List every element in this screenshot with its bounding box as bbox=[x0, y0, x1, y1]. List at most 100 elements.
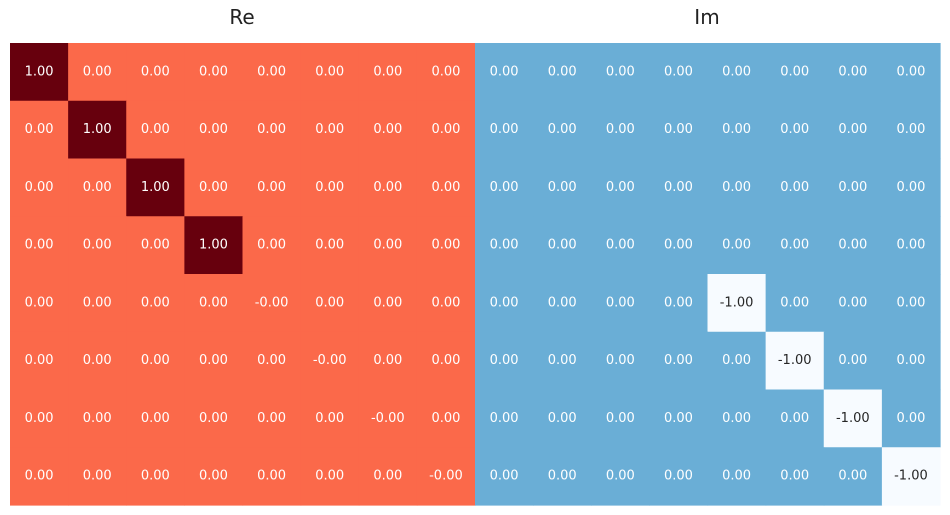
im-cell-label-r5-c0: 0.00 bbox=[490, 353, 519, 368]
re-cell-r7-c4 bbox=[242, 447, 302, 506]
im-cell-label-r4-c0: 0.00 bbox=[490, 295, 519, 310]
im-cell-r0-c3 bbox=[649, 43, 709, 102]
re-cell-r6-c5 bbox=[300, 389, 360, 448]
re-cell-label-r1-c1: 1.00 bbox=[83, 122, 112, 137]
im-cell-r3-c5 bbox=[765, 216, 825, 275]
im-cell-r1-c7 bbox=[881, 100, 941, 160]
re-cell-label-r6-c7: 0.00 bbox=[431, 411, 460, 426]
im-cell-label-r2-c6: 0.00 bbox=[838, 180, 867, 195]
re-cell-label-r4-c5: 0.00 bbox=[315, 295, 344, 310]
im-cell-r0-c5 bbox=[765, 43, 825, 102]
im-cell-r6-c2 bbox=[591, 389, 650, 448]
re-cell-label-r3-c6: 0.00 bbox=[373, 238, 402, 253]
re-cell-r7-c1 bbox=[68, 447, 127, 506]
re-cell-r0-c2 bbox=[126, 43, 185, 102]
re-cell-r7-c6 bbox=[358, 447, 418, 506]
im-cell-r7-c4 bbox=[707, 447, 767, 506]
re-cell-label-r6-c2: 0.00 bbox=[141, 411, 170, 426]
re-cell-r2-c5 bbox=[300, 158, 360, 217]
im-cell-label-r3-c7: 0.00 bbox=[896, 238, 925, 253]
re-cell-label-r2-c1: 0.00 bbox=[83, 180, 112, 195]
re-cell-label-r0-c3: 0.00 bbox=[199, 64, 228, 79]
im-cell-r7-c2 bbox=[591, 447, 650, 506]
im-cell-label-r0-c7: 0.00 bbox=[896, 64, 925, 79]
im-cell-label-r2-c4: 0.00 bbox=[722, 180, 751, 195]
im-cell-r5-c2 bbox=[591, 331, 650, 391]
im-cell-r2-c1 bbox=[533, 158, 592, 217]
re-cell-label-r1-c6: 0.00 bbox=[373, 122, 402, 137]
im-cell-label-r1-c7: 0.00 bbox=[896, 122, 925, 137]
re-cell-label-r5-c1: 0.00 bbox=[83, 353, 112, 368]
im-cell-r6-c1 bbox=[533, 389, 592, 448]
im-cell-label-r6-c5: 0.00 bbox=[780, 411, 809, 426]
re-cell-r1-c3 bbox=[184, 100, 244, 160]
re-cell-label-r7-c5: 0.00 bbox=[315, 469, 344, 484]
im-cell-r0-c2 bbox=[591, 43, 650, 102]
im-cell-r3-c6 bbox=[823, 216, 883, 275]
im-cell-label-r1-c6: 0.00 bbox=[838, 122, 867, 137]
im-cell-label-r2-c5: 0.00 bbox=[780, 180, 809, 195]
re-cell-r4-c5 bbox=[300, 274, 360, 333]
re-cell-label-r7-c2: 0.00 bbox=[141, 469, 170, 484]
re-cell-r2-c0 bbox=[10, 158, 69, 217]
im-cell-label-r0-c4: 0.00 bbox=[722, 64, 751, 79]
re-cell-label-r7-c1: 0.00 bbox=[83, 469, 112, 484]
re-cell-label-r7-c3: 0.00 bbox=[199, 469, 228, 484]
re-cell-label-r1-c5: 0.00 bbox=[315, 122, 344, 137]
im-cell-r6-c5 bbox=[765, 389, 825, 448]
im-cell-label-r7-c4: 0.00 bbox=[722, 469, 751, 484]
im-cell-label-r7-c6: 0.00 bbox=[838, 469, 867, 484]
re-cell-label-r0-c5: 0.00 bbox=[315, 64, 344, 79]
im-cell-label-r6-c4: 0.00 bbox=[722, 411, 751, 426]
im-cell-label-r0-c3: 0.00 bbox=[664, 64, 693, 79]
im-cell-r1-c2 bbox=[591, 100, 650, 160]
im-cell-r6-c3 bbox=[649, 389, 709, 448]
im-cell-r3-c7 bbox=[881, 216, 941, 275]
im-cell-r3-c3 bbox=[649, 216, 709, 275]
re-cell-r5-c7 bbox=[416, 331, 476, 391]
im-cell-r2-c6 bbox=[823, 158, 883, 217]
im-cell-label-r1-c1: 0.00 bbox=[548, 122, 577, 137]
im-cell-label-r3-c0: 0.00 bbox=[490, 238, 519, 253]
re-cell-label-r6-c3: 0.00 bbox=[199, 411, 228, 426]
re-cell-label-r4-c7: 0.00 bbox=[431, 295, 460, 310]
re-cell-r4-c7 bbox=[416, 274, 476, 333]
re-cell-r0-c4 bbox=[242, 43, 302, 102]
im-cell-label-r0-c1: 0.00 bbox=[548, 64, 577, 79]
re-cell-r6-c7 bbox=[416, 389, 476, 448]
im-cell-r4-c3 bbox=[649, 274, 709, 333]
re-cell-label-r5-c6: 0.00 bbox=[373, 353, 402, 368]
re-cell-label-r2-c0: 0.00 bbox=[25, 180, 54, 195]
re-cell-r4-c2 bbox=[126, 274, 185, 333]
re-cell-label-r3-c1: 0.00 bbox=[83, 238, 112, 253]
re-cell-label-r5-c3: 0.00 bbox=[199, 353, 228, 368]
im-cell-label-r0-c0: 0.00 bbox=[490, 64, 519, 79]
im-cell-label-r2-c2: 0.00 bbox=[606, 180, 635, 195]
im-cell-r6-c0 bbox=[475, 389, 534, 448]
re-cell-r1-c7 bbox=[416, 100, 476, 160]
re-cell-label-r4-c6: 0.00 bbox=[373, 295, 402, 310]
im-cell-r2-c3 bbox=[649, 158, 709, 217]
im-cell-r7-c1 bbox=[533, 447, 592, 506]
im-cell-r0-c4 bbox=[707, 43, 767, 102]
re-cell-r0-c6 bbox=[358, 43, 418, 102]
im-cell-label-r1-c3: 0.00 bbox=[664, 122, 693, 137]
re-cell-r3-c6 bbox=[358, 216, 418, 275]
re-cell-r6-c2 bbox=[126, 389, 185, 448]
re-cell-label-r1-c7: 0.00 bbox=[431, 122, 460, 137]
re-cell-r2-c1 bbox=[68, 158, 127, 217]
im-cell-r1-c3 bbox=[649, 100, 709, 160]
im-cell-r4-c0 bbox=[475, 274, 534, 333]
im-cell-r6-c7 bbox=[881, 389, 941, 448]
re-cell-label-r0-c2: 0.00 bbox=[141, 64, 170, 79]
im-cell-label-r0-c6: 0.00 bbox=[838, 64, 867, 79]
im-cell-label-r5-c6: 0.00 bbox=[838, 353, 867, 368]
re-cell-r4-c1 bbox=[68, 274, 127, 333]
im-cell-r4-c5 bbox=[765, 274, 825, 333]
im-cell-r3-c2 bbox=[591, 216, 650, 275]
re-cell-label-r2-c5: 0.00 bbox=[315, 180, 344, 195]
im-cell-r5-c5 bbox=[765, 331, 825, 391]
im-cell-r0-c0 bbox=[475, 43, 534, 102]
re-cell-label-r5-c4: 0.00 bbox=[257, 353, 286, 368]
